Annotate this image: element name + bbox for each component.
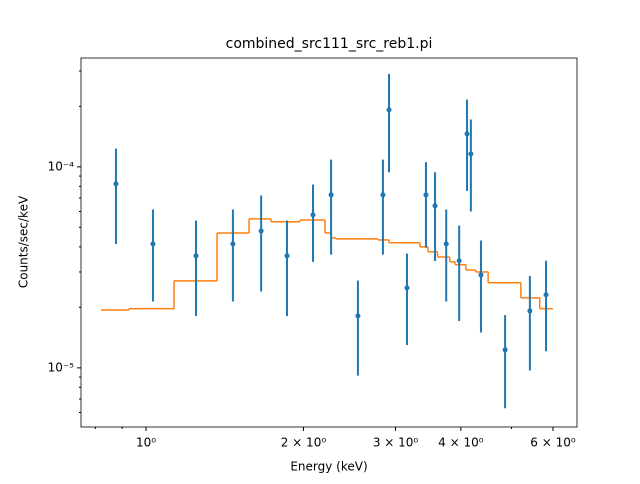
data-point (380, 192, 386, 198)
data-point (432, 203, 438, 209)
data-point (113, 181, 119, 187)
data-point (404, 285, 410, 291)
data-point (193, 253, 199, 259)
x-tick-label: 3 × 10⁰ (373, 436, 419, 450)
x-axis-label: Energy (keV) (290, 460, 367, 474)
x-tick-label: 4 × 10⁰ (438, 436, 484, 450)
data-point (328, 192, 334, 198)
y-axis-label: Counts/sec/keV (17, 195, 31, 288)
plot-frame (80, 57, 578, 428)
x-tick-label: 2 × 10⁰ (281, 436, 327, 450)
data-point (468, 151, 474, 157)
data-point (230, 241, 236, 247)
data-point (150, 241, 156, 247)
data-point (355, 313, 361, 319)
data-point (310, 212, 316, 218)
data-point (464, 131, 470, 137)
data-point (284, 253, 290, 259)
data-point (478, 272, 484, 278)
x-tick-label: 10⁰ (136, 436, 156, 450)
data-point (456, 258, 462, 264)
y-tick-label: 10⁻⁴ (48, 159, 75, 173)
data-point (443, 241, 449, 247)
data-point (527, 308, 533, 314)
data-point (386, 107, 392, 113)
y-tick-label: 10⁻⁵ (48, 360, 75, 374)
x-tick-label: 6 × 10⁰ (530, 436, 576, 450)
data-point (502, 347, 508, 353)
data-point (258, 228, 264, 234)
chart-title: combined_src111_src_reb1.pi (226, 36, 433, 52)
data-point (423, 192, 429, 198)
data-point (543, 292, 549, 298)
